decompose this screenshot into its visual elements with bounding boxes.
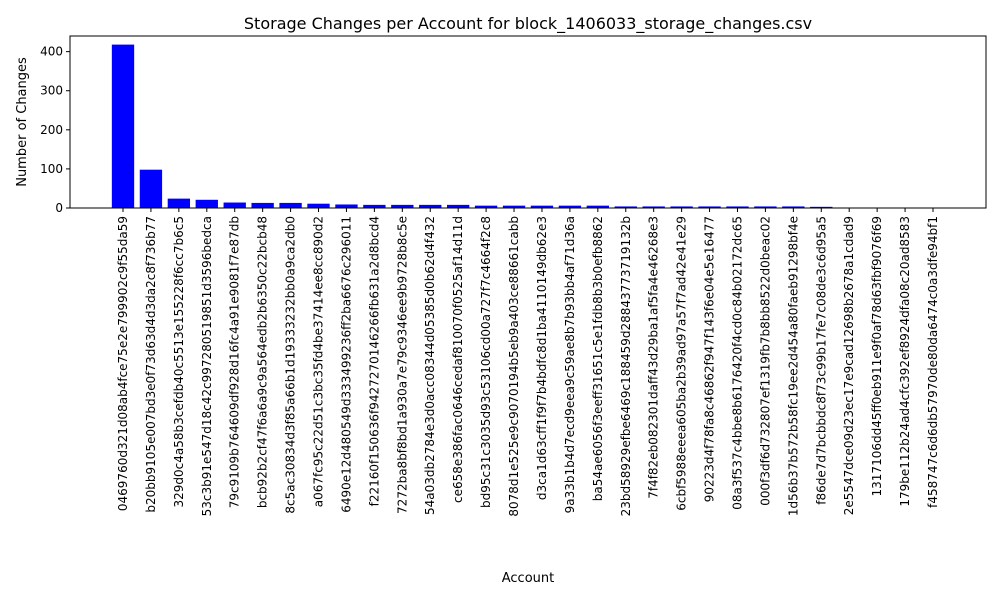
x-tick-label: 23bd58929efbe6469c188459d28843773719132b (619, 216, 633, 516)
x-tick-label: b20bb9105e007bd3e0f73d63d4d3da2c8f736b77 (144, 216, 158, 513)
x-tick-label: 7272ba8bf8bd1a930a7e79c9346ee9b9728b8c5e (395, 216, 409, 514)
x-tick-label: 8c5ac30834d3f85a66b1d19333232bb0a9ca2db0 (284, 216, 298, 514)
bar-15 (530, 205, 554, 208)
bars-group (111, 44, 945, 208)
bar-7 (307, 203, 330, 208)
x-tick-label: bcb92b2cf47f6a6a9c9a564edb2b6350c22bcb48 (256, 216, 270, 508)
bar-9 (363, 204, 386, 208)
x-tick-label: 179be112b24ad4cfc392ef8924dfa08c20ad8583 (898, 216, 912, 507)
bar-12 (447, 204, 470, 208)
bar-14 (502, 205, 526, 208)
bar-10 (391, 204, 414, 208)
x-tick-label: bd95c31c3035d93c53106cd00a727f7c4664f2c8 (479, 216, 493, 508)
x-tick-label: 2e5547dce09d23ec17e9cad12698b2678a1cdad9 (842, 216, 856, 515)
x-tick-label: 53c3b91e547d18c42c997280519851d3596bedca (200, 216, 214, 516)
x-tick-label: 7f4f82eb082301daff43d29ba1af5fa4e46268e3 (647, 216, 661, 499)
x-tick-label: ce658e386fac0646cedaf810070f0525af14d11d (451, 216, 465, 503)
bar-1 (139, 169, 163, 208)
x-tick-label: 000f3df6d732807ef1319fb7b8bb8522d0beac02 (758, 216, 772, 506)
y-axis-ticks: 0 100 200 300 400 (40, 45, 70, 215)
y-tick-label: 0 (55, 201, 63, 215)
bar-19 (642, 206, 665, 208)
bar-23 (754, 206, 777, 208)
bar-8 (335, 204, 358, 208)
x-axis-ticks: 0469760d321d08ab4fce75e2e799902c9f55da59… (116, 208, 940, 517)
x-tick-label: 08a3f537c4bbe8b6176420f4cd0c84b02172dc65 (730, 216, 744, 510)
x-tick-label: d3ca1d63cff1f9f7b4bdfc8d1ba4110149db62e3 (535, 216, 549, 500)
y-tick-label: 300 (40, 84, 63, 98)
x-tick-label: 9a33b1b4d7ecd9eea9c59ae8b7b93bb4af71d36a (563, 216, 577, 513)
x-tick-label: f458747c6d6db57970de80da6474c0a3dfe94bf1 (926, 216, 940, 508)
x-tick-label: ba54ae6056f3eeff31651c5e1fdb8b3b0efb8862 (591, 216, 605, 501)
plot-area-frame (69, 35, 987, 209)
x-tick-label: 90223d4f78fa8c46862f947f143f6e04e5e16477 (703, 216, 717, 502)
bar-0 (111, 44, 135, 208)
bar-16 (558, 205, 582, 208)
x-tick-label: f86de7d7bcbbdc8f73c99b17fe7c08de3c6d95a5 (814, 216, 828, 505)
x-tick-label: 54a03db2784e3d0acc08344d05385d0b62d4f432 (423, 216, 437, 515)
bar-2 (167, 198, 191, 208)
x-tick-label: 79c9109b764609df928d16fc4a91e9081f7e87db (228, 216, 242, 508)
bar-21 (698, 206, 721, 208)
bar-11 (419, 204, 442, 208)
x-tick-label: a067fc95c22d51c3bc35fd4be37414ee8cc890d2 (312, 216, 326, 507)
bar-4 (223, 202, 246, 208)
x-tick-label: 6490e12d480549d333499236ff2ba6676c296011 (339, 216, 353, 513)
x-tick-label: 1d56b37b572b58fc19ee2d454a80faeb91298bf4… (786, 216, 800, 516)
bar-20 (670, 206, 693, 208)
bar-17 (586, 205, 609, 208)
bar-22 (726, 206, 749, 208)
bar-24 (782, 206, 805, 208)
bar-13 (474, 205, 498, 208)
x-tick-label: 6cbf5988eeea605ba2b39ad97a57f7ad42e41e29 (675, 216, 689, 511)
bar-6 (279, 202, 302, 208)
bar-5 (251, 202, 274, 208)
x-tick-label: 8078d1e525e9c9070194b5eb9a403ce88661cabb (507, 216, 521, 517)
x-tick-label: f22160f150636f9427270146266fb631a2d8bcd4 (367, 216, 381, 506)
y-axis-title: Number of Changes (15, 57, 30, 187)
x-tick-label: 0469760d321d08ab4fce75e2e799902c9f55da59 (116, 216, 130, 511)
bar-18 (614, 206, 637, 208)
x-tick-label: 1317106dd45ff0eb911e9f0af78d63fbf9076f69 (870, 216, 884, 496)
y-tick-label: 400 (40, 45, 63, 59)
chart-title: Storage Changes per Account for block_14… (244, 14, 812, 34)
x-axis-title: Account (502, 571, 555, 586)
bar-3 (195, 199, 218, 208)
x-tick-label: 329d0c4a58b3cefdb40c5513e155228f6cc7b6c5 (172, 216, 186, 507)
bar-25 (810, 206, 833, 208)
y-tick-label: 100 (40, 162, 63, 176)
y-tick-label: 200 (40, 123, 63, 137)
